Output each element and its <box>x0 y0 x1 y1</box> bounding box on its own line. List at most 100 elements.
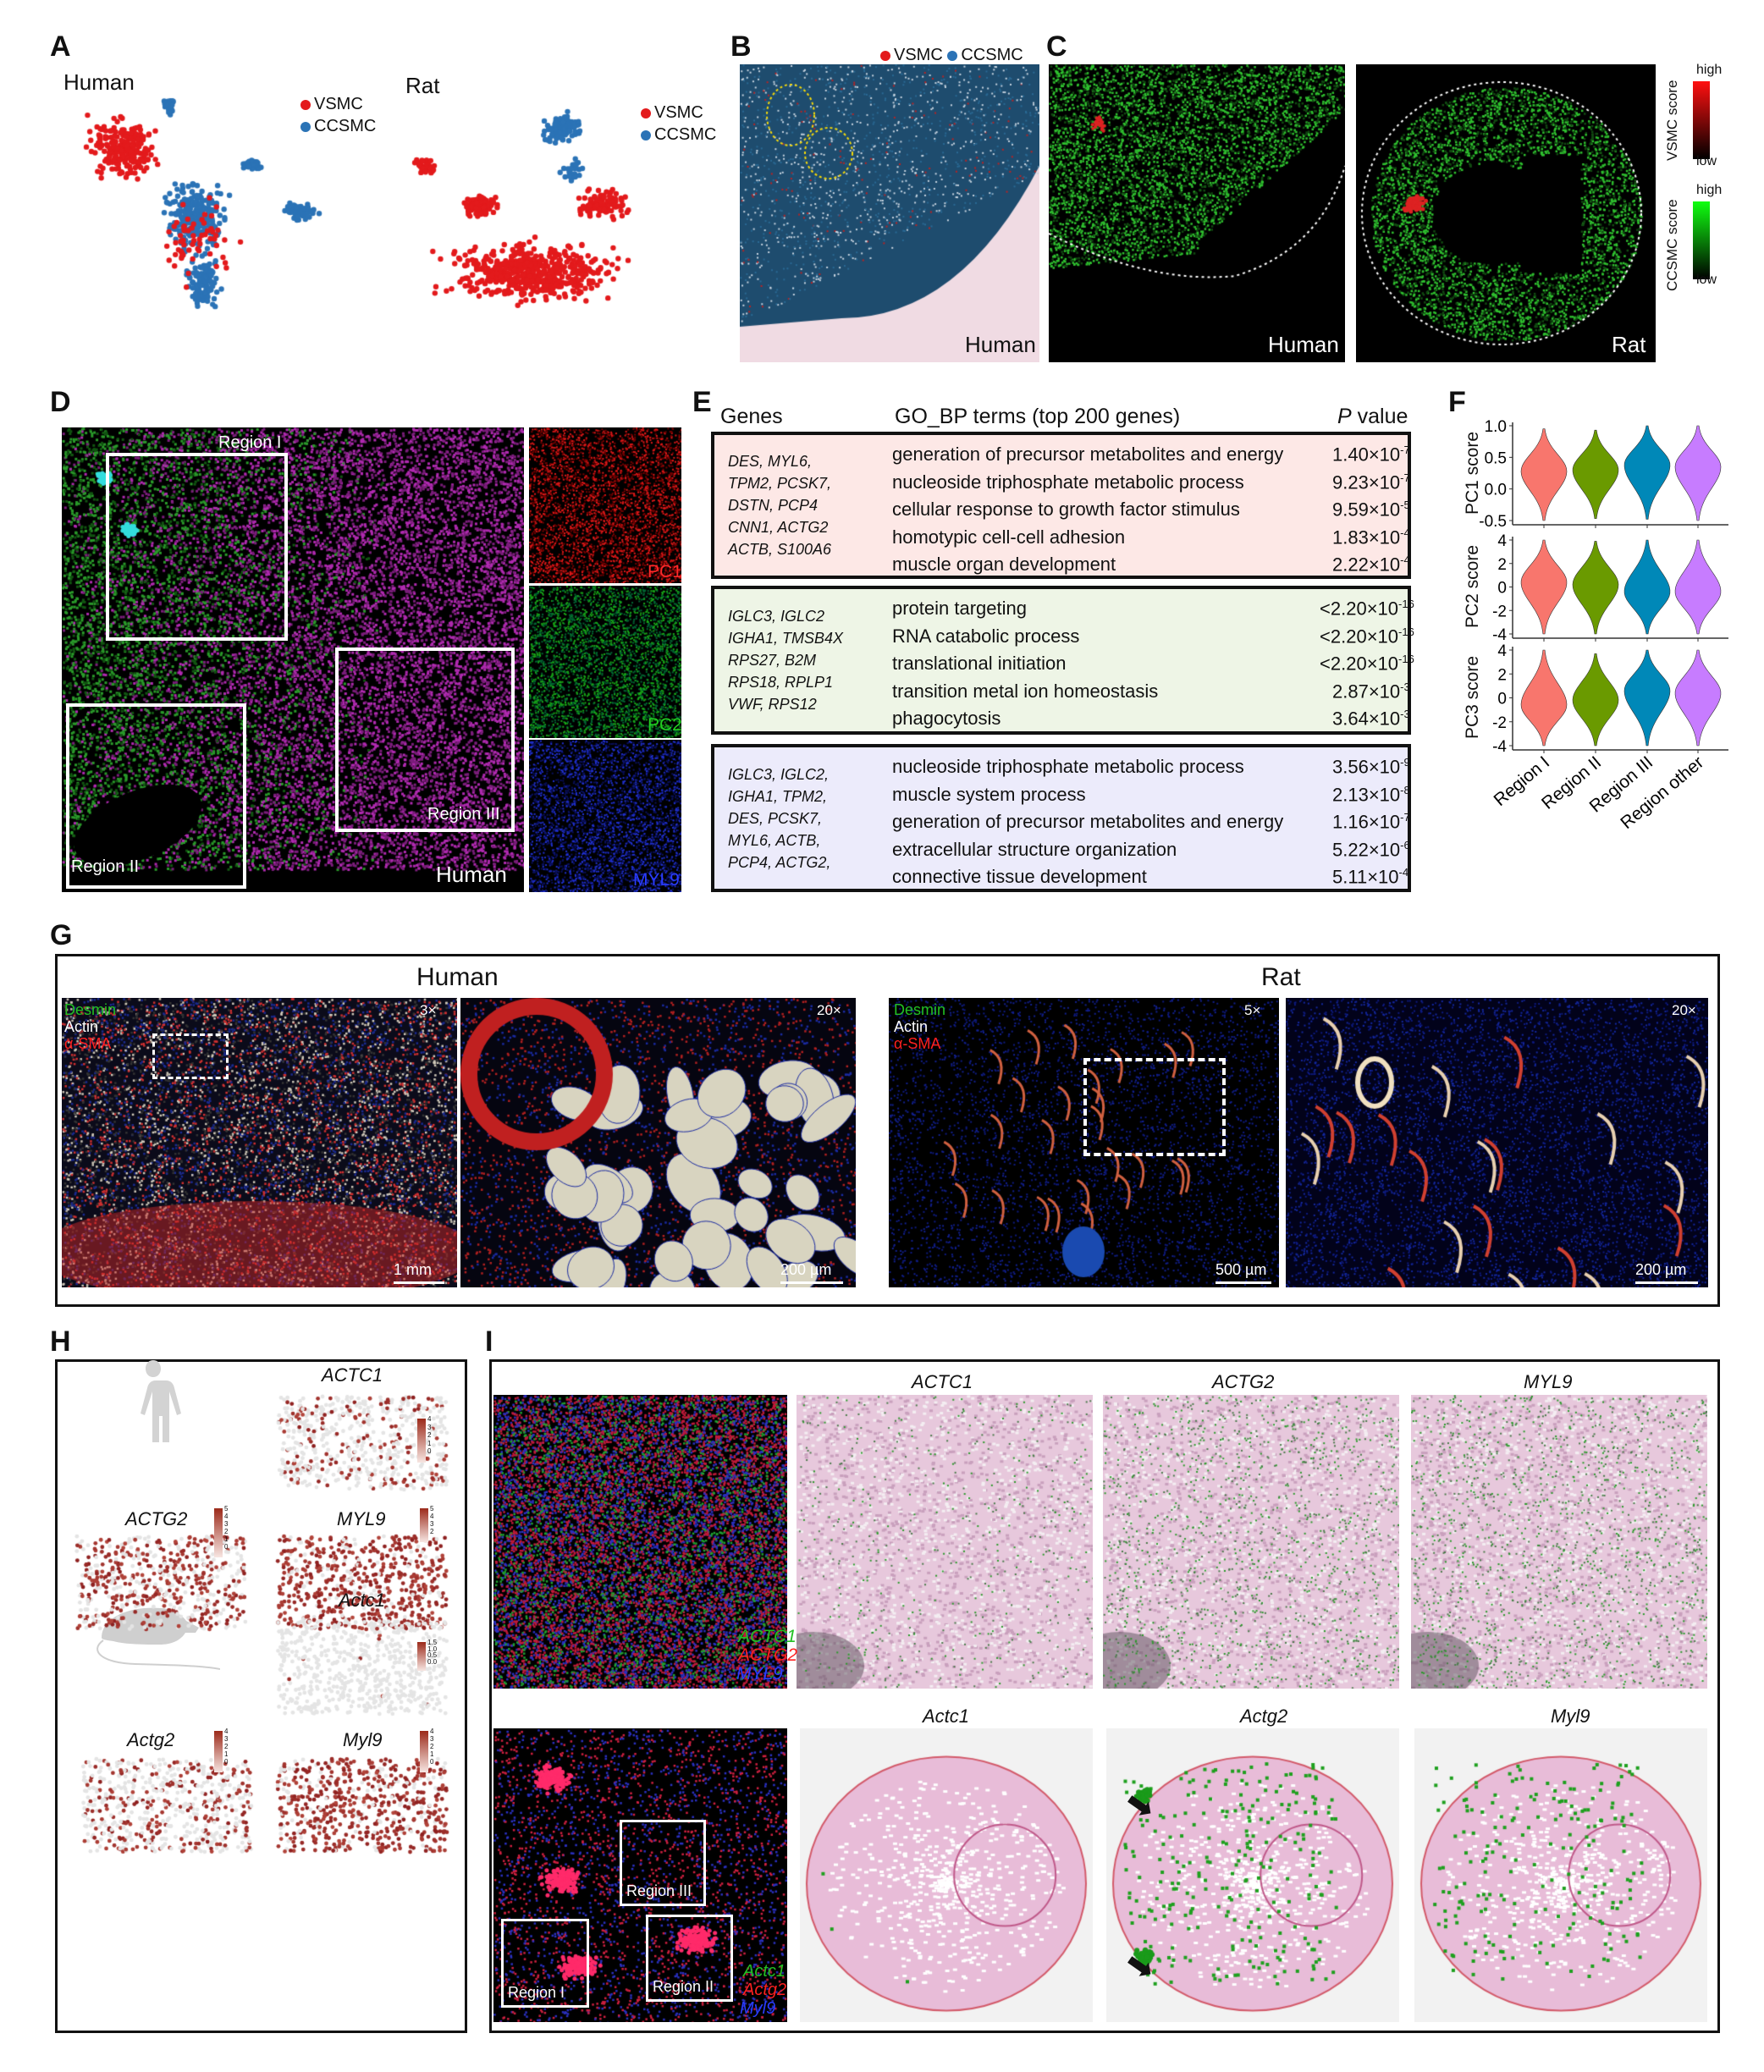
p-exponent: -9 <box>1400 756 1410 769</box>
rat-tsne-scatter <box>388 95 659 332</box>
panel-b-label: B <box>730 30 752 63</box>
p-value: 5.11×10-4 <box>1332 866 1409 888</box>
p-mantissa: 2.20 <box>1330 653 1367 675</box>
p-mantissa: 2.13 <box>1332 783 1369 805</box>
p-value: 1.16×10-7 <box>1332 811 1410 833</box>
legend-label: CCSMC <box>961 46 1023 64</box>
rat-if-20x-image <box>1286 998 1708 1287</box>
colorbar-tick: 4 <box>224 1513 229 1520</box>
pc2-channel-image <box>529 586 681 738</box>
violin-region-iii-pc1 <box>1623 425 1671 520</box>
colorbar-tick: 4 <box>427 1415 432 1423</box>
gene-list: DES, MYL6, TPM2, PCSK7, DSTN, PCP4 CNN1, AC… <box>728 450 831 560</box>
p-mantissa: 1.83 <box>1332 526 1369 548</box>
p-exponent: -16 <box>1398 598 1414 610</box>
colorbar-tick: 5 <box>430 1505 434 1513</box>
i-rat-legend: Actc1 <box>743 1962 786 1981</box>
y-tick-label: 2 <box>1497 666 1507 684</box>
gene-title-actg2: Actg2 <box>127 1729 175 1750</box>
p-mantissa: 9.59 <box>1332 499 1369 521</box>
rat-region-label: Region II <box>653 1978 714 1995</box>
i-rat-gene-title: Actc1 <box>923 1706 970 1727</box>
vsmc-colorbar-high: high <box>1696 63 1723 77</box>
p-rest: value <box>1351 405 1408 428</box>
go-term: phagocytosis <box>892 708 1001 729</box>
gene-line: ACTB, S100A6 <box>728 541 832 558</box>
gene-title-actg2: ACTG2 <box>125 1508 188 1529</box>
colorbar-tick: 2 <box>430 1528 434 1535</box>
panel-h-frame <box>55 1359 467 2033</box>
colorbar-tick: 0 <box>224 1758 229 1766</box>
p-mantissa: 1.16 <box>1332 811 1369 833</box>
scale-bar-label: 500 µm <box>1216 1261 1267 1278</box>
gene-line: RPS27, B2M <box>728 652 817 669</box>
stain-legend-1: Actin <box>894 1018 929 1035</box>
gene-title-actc1: ACTC1 <box>322 1364 383 1386</box>
gene-line: PCP4, ACTG2, <box>728 853 831 871</box>
colorbar-tick: 1 <box>427 1439 432 1447</box>
region-iii-label: Region III <box>427 805 500 824</box>
gene-title-myl9: Myl9 <box>343 1729 383 1750</box>
panel-b-legend: VSMC CCSMC <box>880 46 1023 65</box>
p-value: <2.20×10-16 <box>1320 598 1414 620</box>
p-exponent: -3 <box>1400 708 1410 720</box>
vsmc-dot-icon <box>641 107 651 118</box>
human-fluorescence-image <box>493 1395 787 1689</box>
i-human-legend: ACTC1 <box>738 1627 797 1646</box>
colorbar-tick: 2 <box>427 1431 432 1439</box>
spatial-map-human <box>740 64 1039 362</box>
colorbar-tick: 3 <box>224 1520 229 1528</box>
p-exponent: -7 <box>1400 444 1410 456</box>
go-term: nucleoside triphosphate metabolic proces… <box>892 756 1244 777</box>
vsmc-dot-icon <box>880 50 890 61</box>
p-exponent: -7 <box>1400 811 1410 824</box>
colorbar-tick: 2 <box>224 1528 229 1535</box>
rat-legend-ccsmc: CCSMC <box>641 125 716 145</box>
stain-legend-2: α-SMA <box>64 1035 112 1052</box>
p-value: 3.56×10-9 <box>1332 756 1410 778</box>
myl9-channel-image <box>529 740 681 892</box>
panel-i-label: I <box>485 1325 493 1358</box>
gene-line: RPS18, RPLP1 <box>728 674 834 691</box>
colorbar-tick: 4 <box>430 1513 434 1520</box>
panel-c-label: C <box>1046 30 1067 63</box>
expression-colorbar <box>214 1508 223 1557</box>
p-exponent: -4 <box>1400 554 1410 566</box>
gene-list: IGLC3, IGLC2 IGHA1, TMSB4X RPS27, B2M RPS18… <box>728 605 843 715</box>
p-mantissa: 2.20 <box>1330 598 1367 620</box>
y-tick-label: 0.0 <box>1485 482 1507 499</box>
i-rat-gene-title: Actg2 <box>1240 1706 1288 1727</box>
legend-label: VSMC <box>314 95 363 113</box>
p-value: 2.22×10-4 <box>1332 554 1410 576</box>
panel-h-label: H <box>50 1325 71 1358</box>
p-exponent: -16 <box>1398 625 1414 638</box>
rat-zoom-region-box <box>1083 1058 1226 1156</box>
colorbar-tick: 0.5 <box>427 1651 438 1659</box>
region-i-box <box>106 453 288 641</box>
violin-region-i-pc1 <box>1520 428 1568 521</box>
panel-g-label: G <box>50 919 73 951</box>
p-value: 2.13×10-8 <box>1332 783 1410 805</box>
region-iii-box <box>335 648 515 832</box>
y-tick-label: 2 <box>1497 556 1507 574</box>
rat-fluorescence-image <box>493 1728 787 2022</box>
go-term: transition metal ion homeostasis <box>892 680 1159 702</box>
i-rat-gene-title: Myl9 <box>1551 1706 1590 1727</box>
panel-e-label: E <box>692 386 712 418</box>
stain-legend-0: Desmin <box>894 1001 946 1018</box>
panel-d-label: D <box>50 386 71 418</box>
legend-label: CCSMC <box>654 125 717 144</box>
i-human-legend: ACTG2 <box>738 1645 798 1665</box>
colorbar-tick: 1.0 <box>427 1645 438 1653</box>
p-mantissa: 5.22 <box>1332 838 1369 860</box>
region-i-label: Region I <box>218 433 282 452</box>
expression-colorbar <box>420 1731 428 1772</box>
y-tick-label: 4 <box>1497 642 1507 660</box>
i-human-gene-title: ACTG2 <box>1212 1371 1275 1392</box>
go-group-box: DES, MYL6, TPM2, PCSK7, DSTN, PCP4 CNN1, AC… <box>711 432 1411 579</box>
go-term: protein targeting <box>892 598 1027 619</box>
rat-region-box <box>646 1915 733 2002</box>
go-term: RNA catabolic process <box>892 625 1080 647</box>
feature-plot-actg2 <box>74 1750 261 1860</box>
legend-label: VSMC <box>654 103 703 122</box>
